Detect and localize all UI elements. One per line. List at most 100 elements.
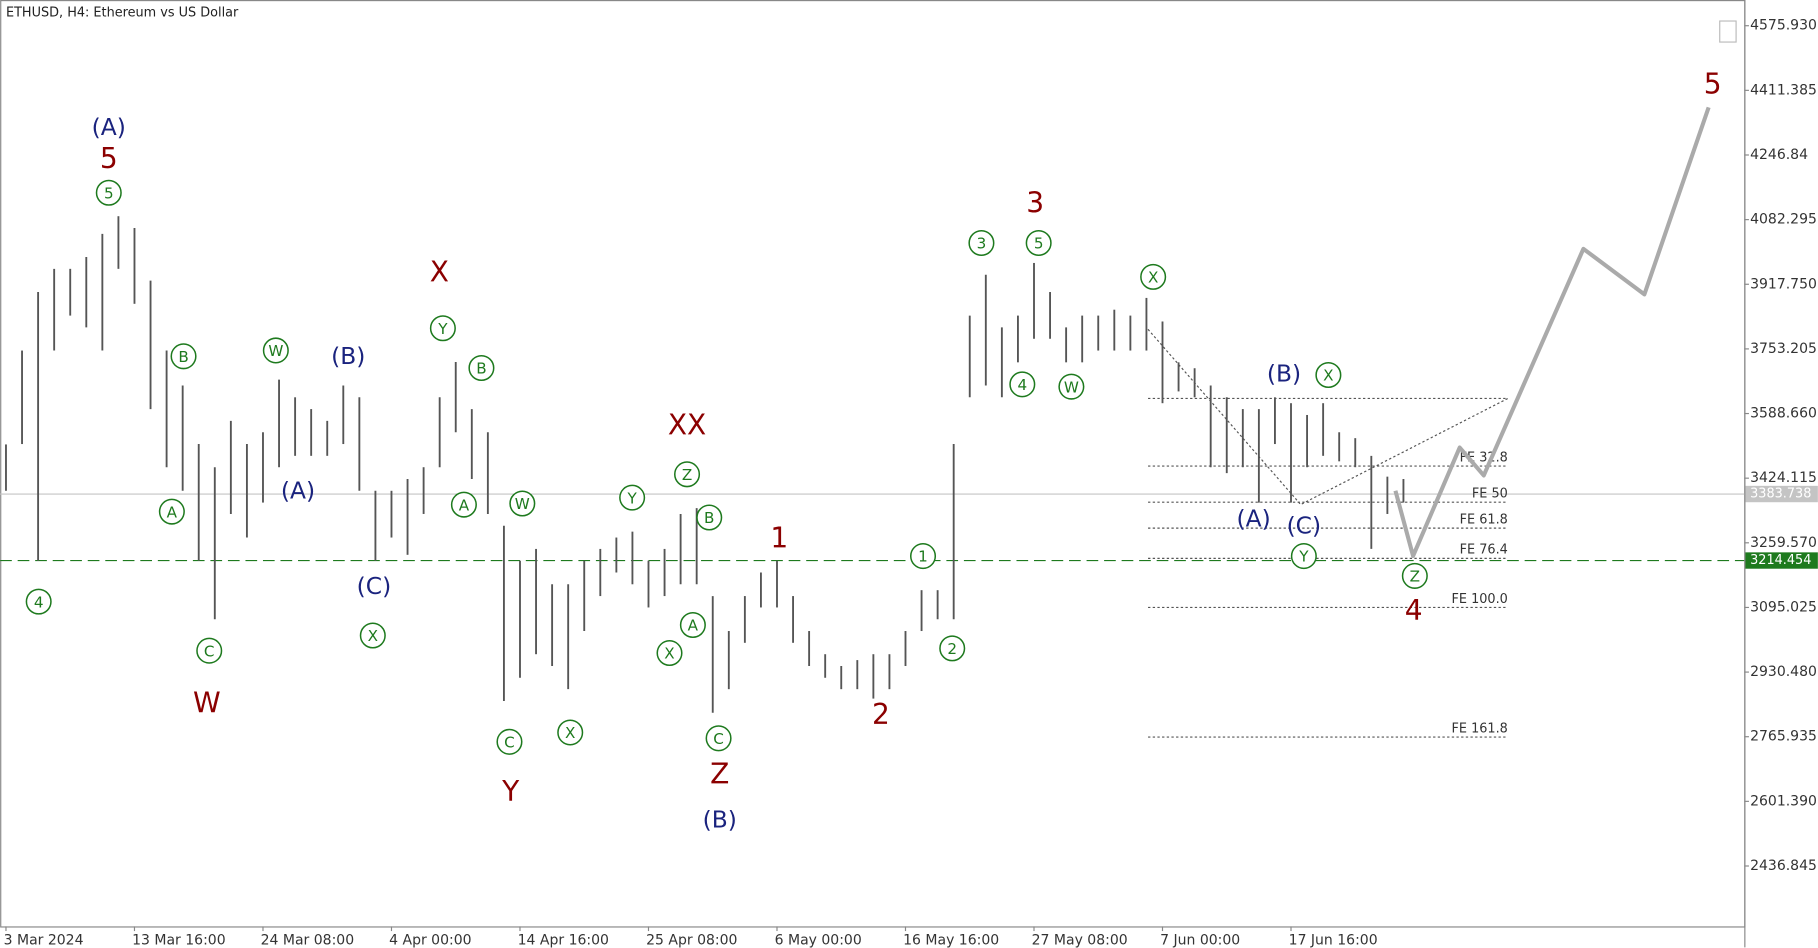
y-tick-label: 2930.480 <box>1750 664 1817 680</box>
wave-circle <box>909 543 937 570</box>
y-tick-label: 2436.845 <box>1750 858 1817 874</box>
wave-label: B <box>178 348 188 366</box>
price-box <box>1745 485 1818 503</box>
wave-circle <box>359 622 386 649</box>
wave-label: (B) <box>331 342 365 370</box>
price-box-label: 3383.738 <box>1750 487 1811 502</box>
wave-circle <box>158 498 185 525</box>
wave-label: 4 <box>1405 594 1423 627</box>
wave-circle <box>705 725 732 752</box>
wave-label: (B) <box>1267 359 1301 387</box>
projection-line <box>1393 106 1711 558</box>
wave-label: 5 <box>100 142 118 175</box>
wave-circle <box>1009 371 1036 398</box>
wave-label: 1 <box>918 548 928 566</box>
wave-label: Z <box>1410 568 1420 586</box>
fib-label: FE 61.8 <box>1460 512 1508 527</box>
wave-label: X <box>1148 269 1158 287</box>
wave-circle <box>170 343 197 370</box>
wave-circle <box>196 637 223 664</box>
wave-label: XX <box>668 408 706 441</box>
x-tick-label: 13 Mar 16:00 <box>132 932 225 948</box>
wave-label: B <box>476 360 486 378</box>
fib-label: FE 76.4 <box>1460 543 1508 558</box>
wave-circle <box>1290 543 1317 570</box>
x-tick-label: 14 Apr 16:00 <box>518 932 609 948</box>
x-tick-label: 7 Jun 00:00 <box>1160 932 1240 948</box>
wave-label: C <box>204 642 215 660</box>
wave-label: 5 <box>1034 235 1044 253</box>
wave-label: B <box>704 509 714 527</box>
wave-label: 4 <box>1017 376 1027 394</box>
wave-circle <box>509 490 536 517</box>
wave-circle <box>429 315 456 342</box>
y-tick-label: 3424.115 <box>1750 470 1817 486</box>
price-box-label: 3214.454 <box>1750 553 1811 568</box>
wave-label: (A) <box>92 113 126 141</box>
wave-label: 1 <box>770 522 788 555</box>
wave-label: Y <box>1298 548 1309 566</box>
wave-label: 2 <box>947 640 957 658</box>
x-tick-label: 24 Mar 08:00 <box>261 932 354 948</box>
wave-label: C <box>504 733 515 751</box>
y-tick-label: 4246.84 <box>1750 147 1808 163</box>
wave-label: (C) <box>357 572 392 600</box>
wave-circle <box>679 611 706 639</box>
x-tick-label: 4 Apr 00:00 <box>389 932 471 948</box>
wave-label: (A) <box>1237 504 1271 532</box>
x-tick-label: 3 Mar 2024 <box>4 932 84 948</box>
wave-circle <box>1058 373 1085 400</box>
wave-label: W <box>515 495 530 513</box>
y-tick-label: 3588.660 <box>1750 406 1817 422</box>
price-box <box>1745 552 1818 569</box>
wave-label: X <box>664 645 674 663</box>
y-tick-label: 4575.930 <box>1750 18 1817 34</box>
wave-label: Z <box>710 758 729 791</box>
wave-label: 5 <box>1704 67 1722 100</box>
fib-triangle <box>1147 328 1509 506</box>
wave-label: A <box>459 496 470 514</box>
wave-label: Z <box>682 466 692 484</box>
fib-label: FE 161.8 <box>1451 721 1507 736</box>
wave-circle <box>262 337 289 364</box>
wave-circle <box>656 640 683 667</box>
wave-label: W <box>1064 378 1079 396</box>
wave-circle <box>674 461 701 488</box>
wave-circle <box>968 229 995 257</box>
wave-circle <box>939 635 966 662</box>
wave-circle <box>557 719 584 746</box>
wave-circle <box>450 491 477 518</box>
chart-title: ETHUSD, H4: Ethereum vs US Dollar <box>6 5 239 20</box>
wave-label: W <box>268 342 283 360</box>
wave-circle <box>95 179 122 206</box>
y-tick-label: 3095.025 <box>1750 599 1817 615</box>
x-tick-label: 6 May 00:00 <box>775 932 862 948</box>
wave-circle <box>1140 263 1167 290</box>
toolbar-button[interactable] <box>1719 20 1737 43</box>
y-tick-label: 3753.205 <box>1750 341 1817 357</box>
wave-label: 4 <box>34 593 44 611</box>
wave-label: A <box>167 503 178 521</box>
fib-label: FE 100.0 <box>1451 592 1507 607</box>
x-tick-label: 16 May 16:00 <box>903 932 999 948</box>
wave-label: Y <box>501 775 520 808</box>
y-tick-label: 2765.935 <box>1750 729 1817 745</box>
y-tick-label: 3259.570 <box>1750 535 1817 551</box>
wave-label: 2 <box>872 698 890 731</box>
wave-circle <box>1315 361 1342 389</box>
wave-label: C <box>713 730 724 748</box>
wave-circle <box>25 588 52 615</box>
wave-label: (A) <box>281 476 315 504</box>
wave-label: 3 <box>1026 186 1044 219</box>
wave-label: Y <box>626 489 637 507</box>
wave-circle <box>496 728 523 755</box>
wave-label: X <box>430 255 449 288</box>
x-tick-label: 17 Jun 16:00 <box>1289 932 1378 948</box>
wave-label: X <box>368 627 378 645</box>
y-tick-label: 3917.750 <box>1750 276 1817 292</box>
wave-label: 3 <box>977 235 987 253</box>
wave-label: A <box>688 617 699 635</box>
wave-label: 5 <box>104 184 114 202</box>
